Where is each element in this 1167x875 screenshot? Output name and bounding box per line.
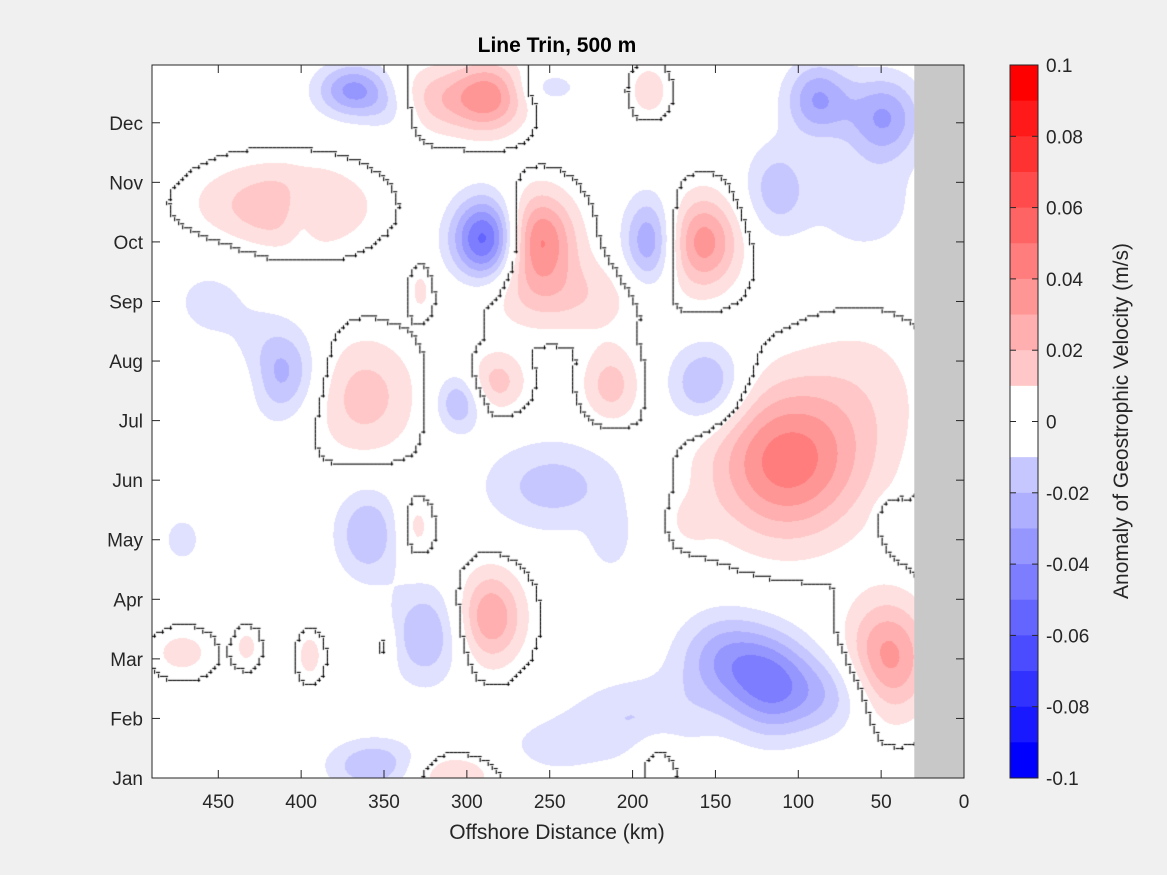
- y-tick-label: Jan: [112, 769, 143, 790]
- anomaly-field: [152, 65, 964, 778]
- x-tick-label: 250: [534, 792, 566, 813]
- x-tick-label: 100: [782, 792, 814, 813]
- colorbar-tick-label: 0.04: [1046, 270, 1083, 291]
- y-tick-label: Jul: [119, 412, 143, 433]
- colorbar-bin: [1010, 207, 1038, 244]
- colorbar-bin: [1010, 136, 1038, 173]
- colorbar-tick-label: -0.06: [1046, 626, 1089, 647]
- colorbar-bin: [1010, 742, 1038, 779]
- colorbar: 0.1 0.08 0.06 0.04 0.02 0 -0.02 -0.04 -0.06 -0.08…: [1009, 56, 1090, 790]
- y-tick-label: Jun: [112, 471, 143, 492]
- colorbar-bin: [1010, 350, 1038, 387]
- colorbar-bin: [1010, 100, 1038, 137]
- colorbar-tick-label: -0.08: [1046, 698, 1089, 719]
- x-tick-label: 300: [451, 792, 483, 813]
- x-axis-ticks: 450 400 350 300 250 200 150 100 50 0: [202, 65, 969, 813]
- colorbar-bin: [1010, 457, 1038, 494]
- y-tick-label: May: [107, 531, 143, 552]
- x-tick-label: 400: [285, 792, 317, 813]
- colorbar-bin: [1010, 528, 1038, 565]
- anomaly-field-container: [152, 65, 964, 778]
- colorbar-tick-label: -0.1: [1046, 769, 1079, 790]
- colorbar-bin: [1010, 421, 1038, 458]
- colorbar-bin: [1010, 65, 1038, 102]
- y-tick-label: Aug: [109, 352, 143, 373]
- colorbar-bin: [1010, 599, 1038, 636]
- colorbar-bin: [1010, 314, 1038, 351]
- colorbar-tick-label: 0.02: [1046, 341, 1083, 362]
- colorbar-bin: [1010, 171, 1038, 209]
- colorbar-bin: [1010, 278, 1038, 316]
- colorbar-bin: [1010, 243, 1038, 280]
- colorbar-tick-label: -0.04: [1046, 555, 1090, 576]
- y-tick-label: Nov: [109, 173, 143, 194]
- x-tick-label: 200: [617, 792, 649, 813]
- colorbar-bin: [1010, 706, 1038, 743]
- x-tick-label: 50: [871, 792, 892, 813]
- colorbar-label: Anomaly of Geostrophic Velocity (m/s): [1110, 243, 1133, 599]
- colorbar-bin: [1010, 671, 1038, 708]
- chart-title: Line Trin, 500 m: [478, 34, 637, 57]
- colorbar-bin: [1010, 492, 1038, 529]
- y-tick-label: Dec: [109, 114, 143, 135]
- colorbar-bin: [1010, 635, 1038, 672]
- y-tick-label: Feb: [110, 709, 143, 730]
- colorbar-bin: [1010, 385, 1038, 422]
- x-tick-label: 0: [959, 792, 970, 813]
- colorbar-tick-label: 0.1: [1046, 56, 1072, 77]
- colorbar-tick-label: 0: [1046, 413, 1057, 434]
- colorbar-tick-label: 0.06: [1046, 199, 1083, 220]
- colorbar-bin: [1010, 564, 1038, 601]
- x-tick-label: 350: [368, 792, 400, 813]
- colorbar-tick-label: -0.02: [1046, 484, 1089, 505]
- y-tick-label: Oct: [113, 233, 143, 254]
- y-tick-label: Sep: [109, 292, 143, 313]
- no-data-region: [914, 65, 964, 778]
- x-tick-label: 150: [700, 792, 732, 813]
- y-tick-label: Mar: [110, 650, 143, 671]
- colorbar-tick-label: 0.08: [1046, 127, 1083, 148]
- y-tick-label: Apr: [113, 590, 143, 611]
- x-tick-label: 450: [202, 792, 234, 813]
- x-axis-label: Offshore Distance (km): [449, 821, 665, 844]
- y-axis-ticks: Jan Feb Mar Apr May Jun Jul Aug Sep Oct Nov Dec: [107, 114, 964, 790]
- plot-frame: [151, 64, 965, 779]
- plot-area: [151, 64, 965, 779]
